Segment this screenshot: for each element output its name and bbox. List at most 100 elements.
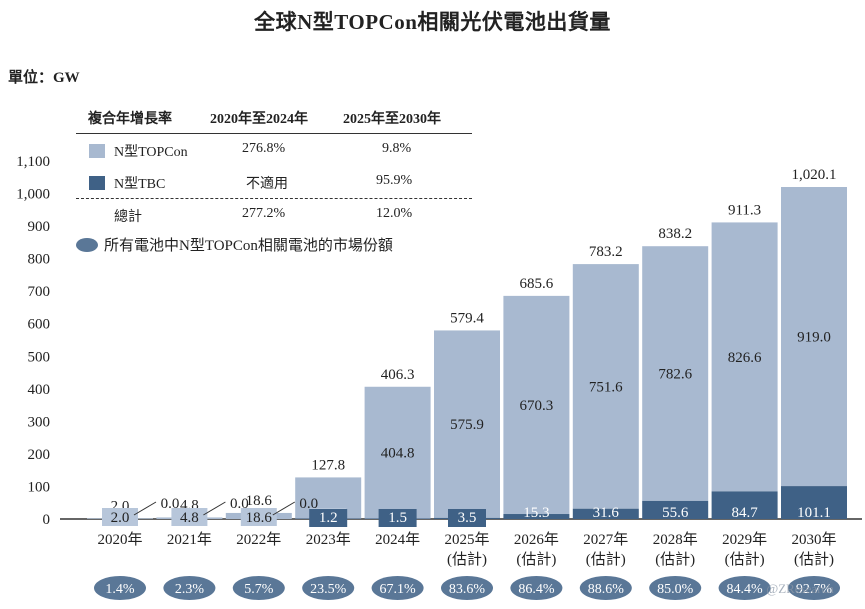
y-tick-label: 200 (28, 447, 51, 463)
topcon-label: 404.8 (381, 446, 415, 462)
market-share-label: 83.6% (449, 582, 486, 597)
legend-row-tbc: N型TBC 不適用 95.9% (76, 166, 472, 198)
tbc-label-box (448, 509, 486, 527)
tbc-label: 15.3 (523, 505, 549, 521)
tbc-swatch (89, 176, 105, 190)
total-label: 911.3 (728, 202, 761, 218)
legend-cagr-1: 277.2% (242, 206, 286, 221)
x-tick-label: 2024年 (375, 531, 420, 548)
tbc-label-leader (203, 501, 226, 516)
topcon-bar (503, 295, 570, 515)
market-share-oval (788, 576, 840, 600)
topcon-bar (364, 386, 431, 519)
total-label: 1,020.1 (792, 167, 837, 183)
tbc-label-box (378, 509, 417, 527)
market-share-oval (718, 576, 771, 600)
market-share-oval-icon (76, 238, 98, 252)
x-tick-label: (估計) (586, 551, 626, 568)
legend-header-period-1: 2020年至2024年 (210, 112, 308, 127)
y-tick-label: 1,000 (16, 187, 50, 203)
watermark: @ZResearch (766, 581, 834, 596)
x-tick-label: 2029年 (722, 531, 767, 548)
market-share-label: 2.3% (175, 582, 205, 597)
total-label: 838.2 (658, 226, 692, 242)
legend-cagr-2: 95.9% (376, 173, 413, 188)
tbc-label-box (309, 509, 348, 527)
y-tick-label: 300 (28, 414, 51, 430)
x-tick-label: 2027年 (583, 531, 628, 548)
tbc-label: 1.5 (388, 510, 407, 526)
y-tick-label: 400 (28, 382, 51, 398)
x-tick-label: 2030年 (791, 531, 836, 548)
bar-labels: 2.02.00.04.84.80.018.618.60.0127.8126.61… (102, 167, 837, 527)
topcon-bar (434, 330, 500, 518)
market-share-label: 5.7% (244, 582, 274, 597)
topcon-label-box (102, 508, 138, 526)
y-tick-label: 500 (28, 349, 51, 365)
market-share-oval (579, 576, 632, 600)
x-tick-label: 2022年 (236, 531, 281, 548)
tbc-bar (572, 508, 639, 519)
topcon-swatch (89, 144, 105, 158)
x-tick-label: 2028年 (653, 531, 698, 548)
total-label: 18.6 (246, 493, 273, 509)
topcon-label: 4.8 (180, 510, 199, 526)
market-share-oval (649, 576, 702, 600)
y-tick-label: 700 (28, 284, 51, 300)
x-tick-label: 2025年 (444, 531, 489, 548)
tbc-bar (503, 514, 570, 519)
legend-header-period-2: 2025年至2030年 (343, 112, 441, 127)
legend-cagr-1: 不適用 (246, 177, 288, 192)
tbc-label-leader (133, 501, 157, 516)
x-axis: 2020年 2021年 2022年 2023年 2024年 2025年 (估計) 2026年 (… (97, 531, 836, 568)
y-axis: 0 100 200 300 400 500 600 700 800 900 1,000 1,100 (16, 154, 862, 528)
topcon-bar (781, 187, 847, 487)
market-share-label: 85.0% (657, 582, 694, 597)
tbc-label: 31.6 (593, 505, 620, 521)
tbc-bar (642, 500, 709, 519)
topcon-label-box (171, 508, 208, 526)
market-share-label: 1.4% (105, 582, 135, 597)
topcon-label: 2.0 (111, 510, 130, 526)
legend-total-label: 總計 (114, 210, 142, 225)
legend-cagr-2: 12.0% (376, 206, 413, 221)
x-tick-label: 2020年 (97, 531, 142, 548)
chart-title: 全球N型TOPCon相關光伏電池出貨量 (254, 10, 611, 34)
topcon-bar (572, 264, 639, 509)
market-share-label: 88.6% (588, 582, 625, 597)
x-tick-label: (估計) (447, 551, 487, 568)
topcon-label: 751.6 (589, 379, 623, 395)
market-share-oval (232, 576, 285, 600)
topcon-label: 782.6 (658, 367, 692, 383)
x-tick-label: 2023年 (306, 531, 351, 548)
legend-header-row: 複合年增長率 2020年至2024年 2025年至2030年 (76, 101, 472, 133)
x-tick-label: 2026年 (514, 531, 559, 548)
y-tick-label: 100 (28, 479, 51, 495)
legend-series-name: N型TOPCon (114, 145, 188, 160)
cagr-legend-table: 複合年增長率 2020年至2024年 2025年至2030年 N型TOPCon … (76, 101, 472, 231)
market-share-row: 1.4% 2.3% 5.7% 23.5% 67.1% 83.6% 86.4% 88.6% 85.… (94, 576, 840, 600)
market-share-oval (163, 576, 216, 600)
tbc-label: 55.6 (662, 505, 689, 521)
market-share-label: 86.4% (518, 582, 555, 597)
legend-cagr-1: 276.8% (242, 141, 286, 156)
y-tick-label: 600 (28, 317, 51, 333)
legend-cagr-2: 9.8% (382, 141, 412, 156)
unit-label: 單位：GW (8, 70, 80, 86)
topcon-bar (642, 246, 709, 501)
x-tick-label: (估計) (516, 551, 556, 568)
topcon-label: 670.3 (520, 398, 554, 414)
x-tick-label: (估計) (794, 551, 834, 568)
market-share-oval (441, 576, 493, 600)
market-share-label: 67.1% (380, 582, 417, 597)
x-tick-label: (估計) (725, 551, 765, 568)
market-share-oval (371, 576, 424, 600)
legend-row-topcon: N型TOPCon 276.8% 9.8% (76, 133, 472, 166)
total-label: 406.3 (381, 367, 415, 383)
bars (87, 187, 847, 519)
topcon-bar (711, 222, 778, 492)
watermark-text: @ZResearch (766, 581, 834, 596)
x-tick-label: (估計) (655, 551, 695, 568)
topcon-label: 919.0 (797, 330, 831, 346)
